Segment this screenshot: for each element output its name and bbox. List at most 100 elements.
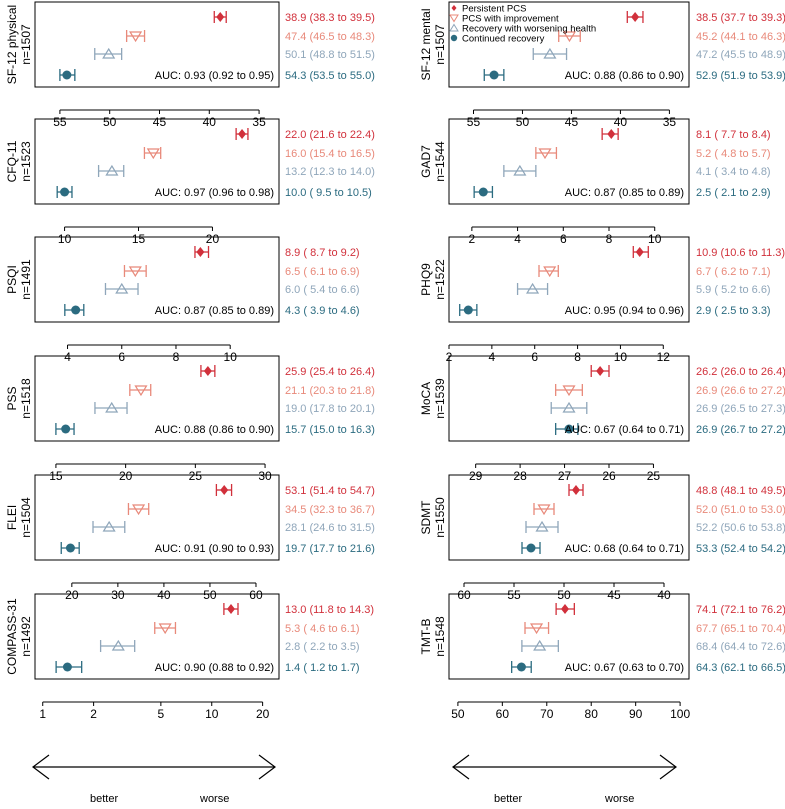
estimate-point <box>562 31 577 43</box>
panel-pss: PSS n=1518 15 20 25 30 25.9 (25.4 to 26.4) 21.1… <box>5 355 375 483</box>
legend-label: Continued recovery <box>462 34 545 45</box>
outcome-label: PHQ9 <box>419 263 433 296</box>
estimate-value-label: 26.2 (26.0 to 26.4) <box>696 366 785 378</box>
x-tick-label: 2 <box>469 232 476 246</box>
panel-gad7: GAD7 n=1544 2 4 6 8 10 8.1 ( 7.7 to 8.4) 5.2 ( 4… <box>419 118 771 246</box>
estimate-point <box>71 305 81 315</box>
sample-size-label: n=1507 <box>433 24 447 65</box>
estimate-value-label: 19.7 (17.7 to 21.6) <box>285 543 375 555</box>
panel-sf12-mental: SF-12 mental n=1507 55 50 45 40 35 38.5 (37.7 t… <box>419 1 785 129</box>
estimate-value-label: 48.8 (48.1 to 49.5) <box>696 485 785 497</box>
sample-size-label: n=1548 <box>433 616 447 657</box>
x-tick-label: 29 <box>469 469 483 483</box>
outcome-label: TMT-B <box>419 619 433 655</box>
sample-size-label: n=1523 <box>19 141 33 182</box>
estimate-point <box>102 520 116 532</box>
estimate-value-label: 5.9 ( 5.2 to 6.6) <box>696 284 771 296</box>
estimate-value-label: 52.9 (51.9 to 53.9) <box>696 70 785 82</box>
panel-moca: MoCA n=1539 29 28 27 26 25 26.2 (26.0 to 26.4) 2… <box>419 355 785 483</box>
outcome-label: CFQ-11 <box>5 140 19 182</box>
auc-label: AUC: 0.68 (0.64 to 0.71) <box>565 543 684 555</box>
legend-label: PCS with improvement <box>462 14 559 25</box>
x-tick-label: 10 <box>58 232 72 246</box>
estimate-value-label: 68.4 (64.4 to 72.6) <box>696 641 785 653</box>
x-tick-label: 20 <box>65 588 79 602</box>
x-tick-label: 20 <box>256 707 270 721</box>
estimate-point <box>489 70 499 80</box>
estimate-value-label: 10.0 ( 9.5 to 10.5) <box>285 187 372 199</box>
estimate-value-label: 74.1 (72.1 to 76.2) <box>696 604 785 616</box>
sample-size-label: n=1504 <box>19 497 33 538</box>
x-tick-label: 35 <box>663 115 677 129</box>
estimate-value-label: 50.1 (48.8 to 51.5) <box>285 49 375 61</box>
auc-label: AUC: 0.87 (0.85 to 0.89) <box>565 187 684 199</box>
estimate-value-label: 8.1 ( 7.7 to 8.4) <box>696 129 771 141</box>
auc-label: AUC: 0.87 (0.85 to 0.89) <box>155 305 274 317</box>
legend-label: Recovery with worsening health <box>462 24 596 35</box>
panel-tmtb: TMT-B n=1548 50 60 70 80 90 100 74.1 (72.1 to 76… <box>419 593 785 721</box>
estimate-point <box>62 70 72 80</box>
auc-label: AUC: 0.88 (0.86 to 0.90) <box>155 424 274 436</box>
x-tick-label: 45 <box>607 588 621 602</box>
direction-arrow-right <box>452 754 677 780</box>
x-tick-label: 50 <box>557 588 571 602</box>
estimate-point <box>203 366 212 376</box>
x-tick-label: 100 <box>670 707 690 721</box>
estimate-point <box>134 385 148 397</box>
legend-symbol <box>451 5 457 11</box>
better-label: better <box>494 793 522 804</box>
x-tick-label: 30 <box>111 588 125 602</box>
estimate-value-label: 38.5 (37.7 to 39.3) <box>696 12 785 24</box>
x-tick-label: 26 <box>602 469 616 483</box>
panel-frame <box>448 355 690 442</box>
outcome-label: MoCA <box>419 382 433 415</box>
estimate-point <box>65 543 75 553</box>
estimate-value-label: 13.2 (12.3 to 14.0) <box>285 166 375 178</box>
estimate-point <box>607 129 616 139</box>
estimate-point <box>463 305 473 315</box>
x-tick-label: 40 <box>203 115 217 129</box>
x-tick-label: 25 <box>189 469 203 483</box>
x-tick-label: 2 <box>90 707 97 721</box>
panel-frame <box>34 118 280 205</box>
x-tick-label: 12 <box>657 350 671 364</box>
x-tick-label: 50 <box>516 115 530 129</box>
estimate-point <box>631 12 640 22</box>
estimate-value-label: 8.9 ( 8.7 to 9.2) <box>285 247 360 259</box>
estimate-point <box>115 282 129 294</box>
estimate-point <box>561 604 569 614</box>
estimate-value-label: 64.3 (62.1 to 66.5) <box>696 662 785 674</box>
panel-sdmt: SDMT n=1550 60 55 50 45 40 48.8 (48.1 to 49.5) 5… <box>419 474 785 602</box>
estimate-point <box>61 424 71 434</box>
x-tick-label: 20 <box>206 232 220 246</box>
estimate-value-label: 2.9 ( 2.5 to 3.3) <box>696 305 771 317</box>
legend-symbol <box>449 14 459 23</box>
x-tick-label: 8 <box>574 350 581 364</box>
estimate-point <box>62 662 72 672</box>
estimate-point <box>132 504 146 516</box>
panel-frame <box>448 118 690 205</box>
estimate-point <box>562 401 576 413</box>
auc-label: AUC: 0.88 (0.86 to 0.90) <box>565 70 684 82</box>
estimate-value-label: 2.8 ( 2.2 to 3.5) <box>285 641 360 653</box>
x-tick-label: 4 <box>64 350 71 364</box>
panel-frame <box>34 236 280 323</box>
x-tick-label: 40 <box>657 588 671 602</box>
x-tick-label: 35 <box>252 115 266 129</box>
estimate-point <box>596 366 605 376</box>
estimate-value-label: 6.5 ( 6.1 to 6.9) <box>285 266 360 278</box>
x-tick-label: 60 <box>249 588 263 602</box>
better-label: better <box>90 793 118 804</box>
estimate-value-label: 13.0 (11.8 to 14.3) <box>285 604 374 616</box>
x-tick-label: 10 <box>224 350 238 364</box>
x-tick-label: 90 <box>629 707 643 721</box>
arrow-head-right <box>258 754 276 780</box>
estimate-value-label: 25.9 (25.4 to 26.4) <box>285 366 375 378</box>
estimate-value-label: 26.9 (26.5 to 27.3) <box>696 403 785 415</box>
estimate-point <box>529 623 544 635</box>
estimate-point <box>146 148 160 160</box>
sample-size-label: n=1544 <box>433 141 447 182</box>
auc-label: AUC: 0.90 (0.88 to 0.92) <box>155 662 274 674</box>
x-tick-label: 55 <box>53 115 67 129</box>
